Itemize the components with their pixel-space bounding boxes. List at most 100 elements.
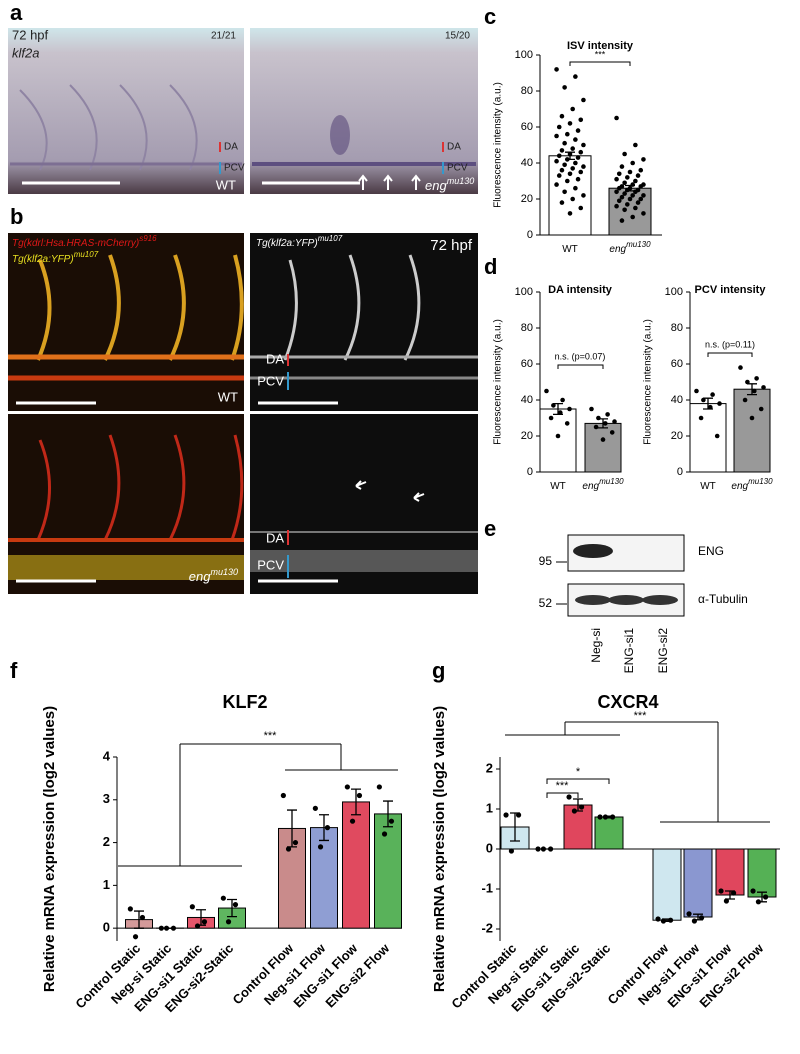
data-point [619,218,625,223]
data-point [388,818,395,824]
error-bar [725,890,735,900]
data-point [554,67,559,72]
y-tick-label: 100 [515,49,533,61]
y-tick-label: 40 [521,157,533,169]
data-point [567,406,572,412]
y-axis-label: Fluorescence intensity (a.u.) [493,319,504,445]
data-point [633,178,638,184]
data-point [597,814,603,820]
image-b-left-bottom: engmu130 [8,414,244,594]
y-axis-label: Fluorescence intensity (a.u.) [493,82,504,208]
data-point [189,904,195,910]
y-tick-label: 1 [486,800,493,815]
data-point [750,888,756,894]
data-point [616,185,622,191]
data-point [565,178,570,184]
panel-letter: d [484,254,497,279]
data-point [625,175,630,180]
panel-letter: e [484,516,496,541]
data-point [589,406,594,412]
data-point [609,814,616,820]
data-point [503,812,509,818]
data-point [738,365,743,370]
data-point [312,805,318,811]
error-bar [196,909,206,926]
label: WT [216,177,236,192]
chart: PCV intensity Fluorescence intensity (a.u… [643,284,773,492]
data-point [602,814,609,820]
image-b-left-top: Tg(kdrl:Hsa.HRAS-mCherry)s916 Tg(klf2a:Y… [8,233,244,411]
y-tick-label: 60 [521,358,533,370]
x-tick-label: WT [700,481,716,492]
data-point [232,902,239,908]
label: PCV [224,163,245,174]
data-point [625,202,630,207]
bar [374,813,402,929]
data-point [564,421,570,426]
significance-label: * [576,766,581,778]
data-point [581,193,586,198]
error-bar [604,815,614,819]
image-b-right-top: Tg(klf2a:YFP)mu107 72 hpf DA PCV [250,233,478,411]
data-point [614,176,619,182]
data-point [565,131,570,137]
x-tick-text: WT [562,244,578,255]
data-point [638,167,644,173]
error-bar [747,383,757,396]
data-point [619,194,625,200]
significance-bracket [707,352,753,357]
label: engmu130 [189,567,238,584]
data-point [570,196,575,202]
label: 21/21 [211,31,236,42]
label: PCV [257,373,284,388]
bar [584,422,622,473]
error-bar [573,798,583,812]
image-b-right-bottom: DA PCV [250,414,478,594]
chart: KLF2 Relative mRNA expression (log2 value… [41,692,402,1015]
data-point [127,906,133,912]
error-bar [287,809,297,848]
data-point [559,167,565,173]
data-point [641,211,646,216]
label: klf2a [12,45,39,60]
data-point [535,846,541,852]
data-point [742,397,748,403]
x-tick-text: eng [582,481,599,492]
data-point [562,140,567,146]
error-bar [227,898,237,918]
label: 15/20 [445,31,470,42]
data-point [556,173,562,178]
label: Tg(klf2a:YFP)mu107 [12,250,99,265]
y-tick-label: 1 [103,877,110,892]
x-tick-sup: mu130 [748,477,773,486]
label: Tg(kdrl:Hsa.HRAS-mCherry)s916 [12,234,157,249]
data-point [630,193,635,198]
y-tick-label: 40 [671,394,683,406]
data-point [616,171,622,177]
data-point [603,421,608,426]
data-point [635,173,641,178]
data-point [641,157,646,162]
label: WT [218,389,238,404]
data-point [225,919,232,925]
data-point [554,133,559,139]
significance-bracket [557,364,604,369]
data-point [609,430,615,435]
y-tick-label: 80 [671,322,683,334]
data-point [562,85,567,90]
data-point [280,792,286,799]
data-point [593,424,599,430]
data-point [614,203,619,209]
data-point [570,106,575,112]
data-point [567,211,573,216]
data-point [508,848,515,854]
data-point [616,198,622,204]
chart: ISV intensity Fluorescence intensity (a.u… [493,40,662,255]
data-point [581,142,586,148]
data-point [575,176,581,182]
y-tick-label: 0 [103,920,110,935]
x-tick-text: eng [609,244,626,255]
data-point [567,121,573,126]
label: Tg(klf2a:YFP)mu107 [256,234,343,249]
significance-bracket [546,778,610,784]
